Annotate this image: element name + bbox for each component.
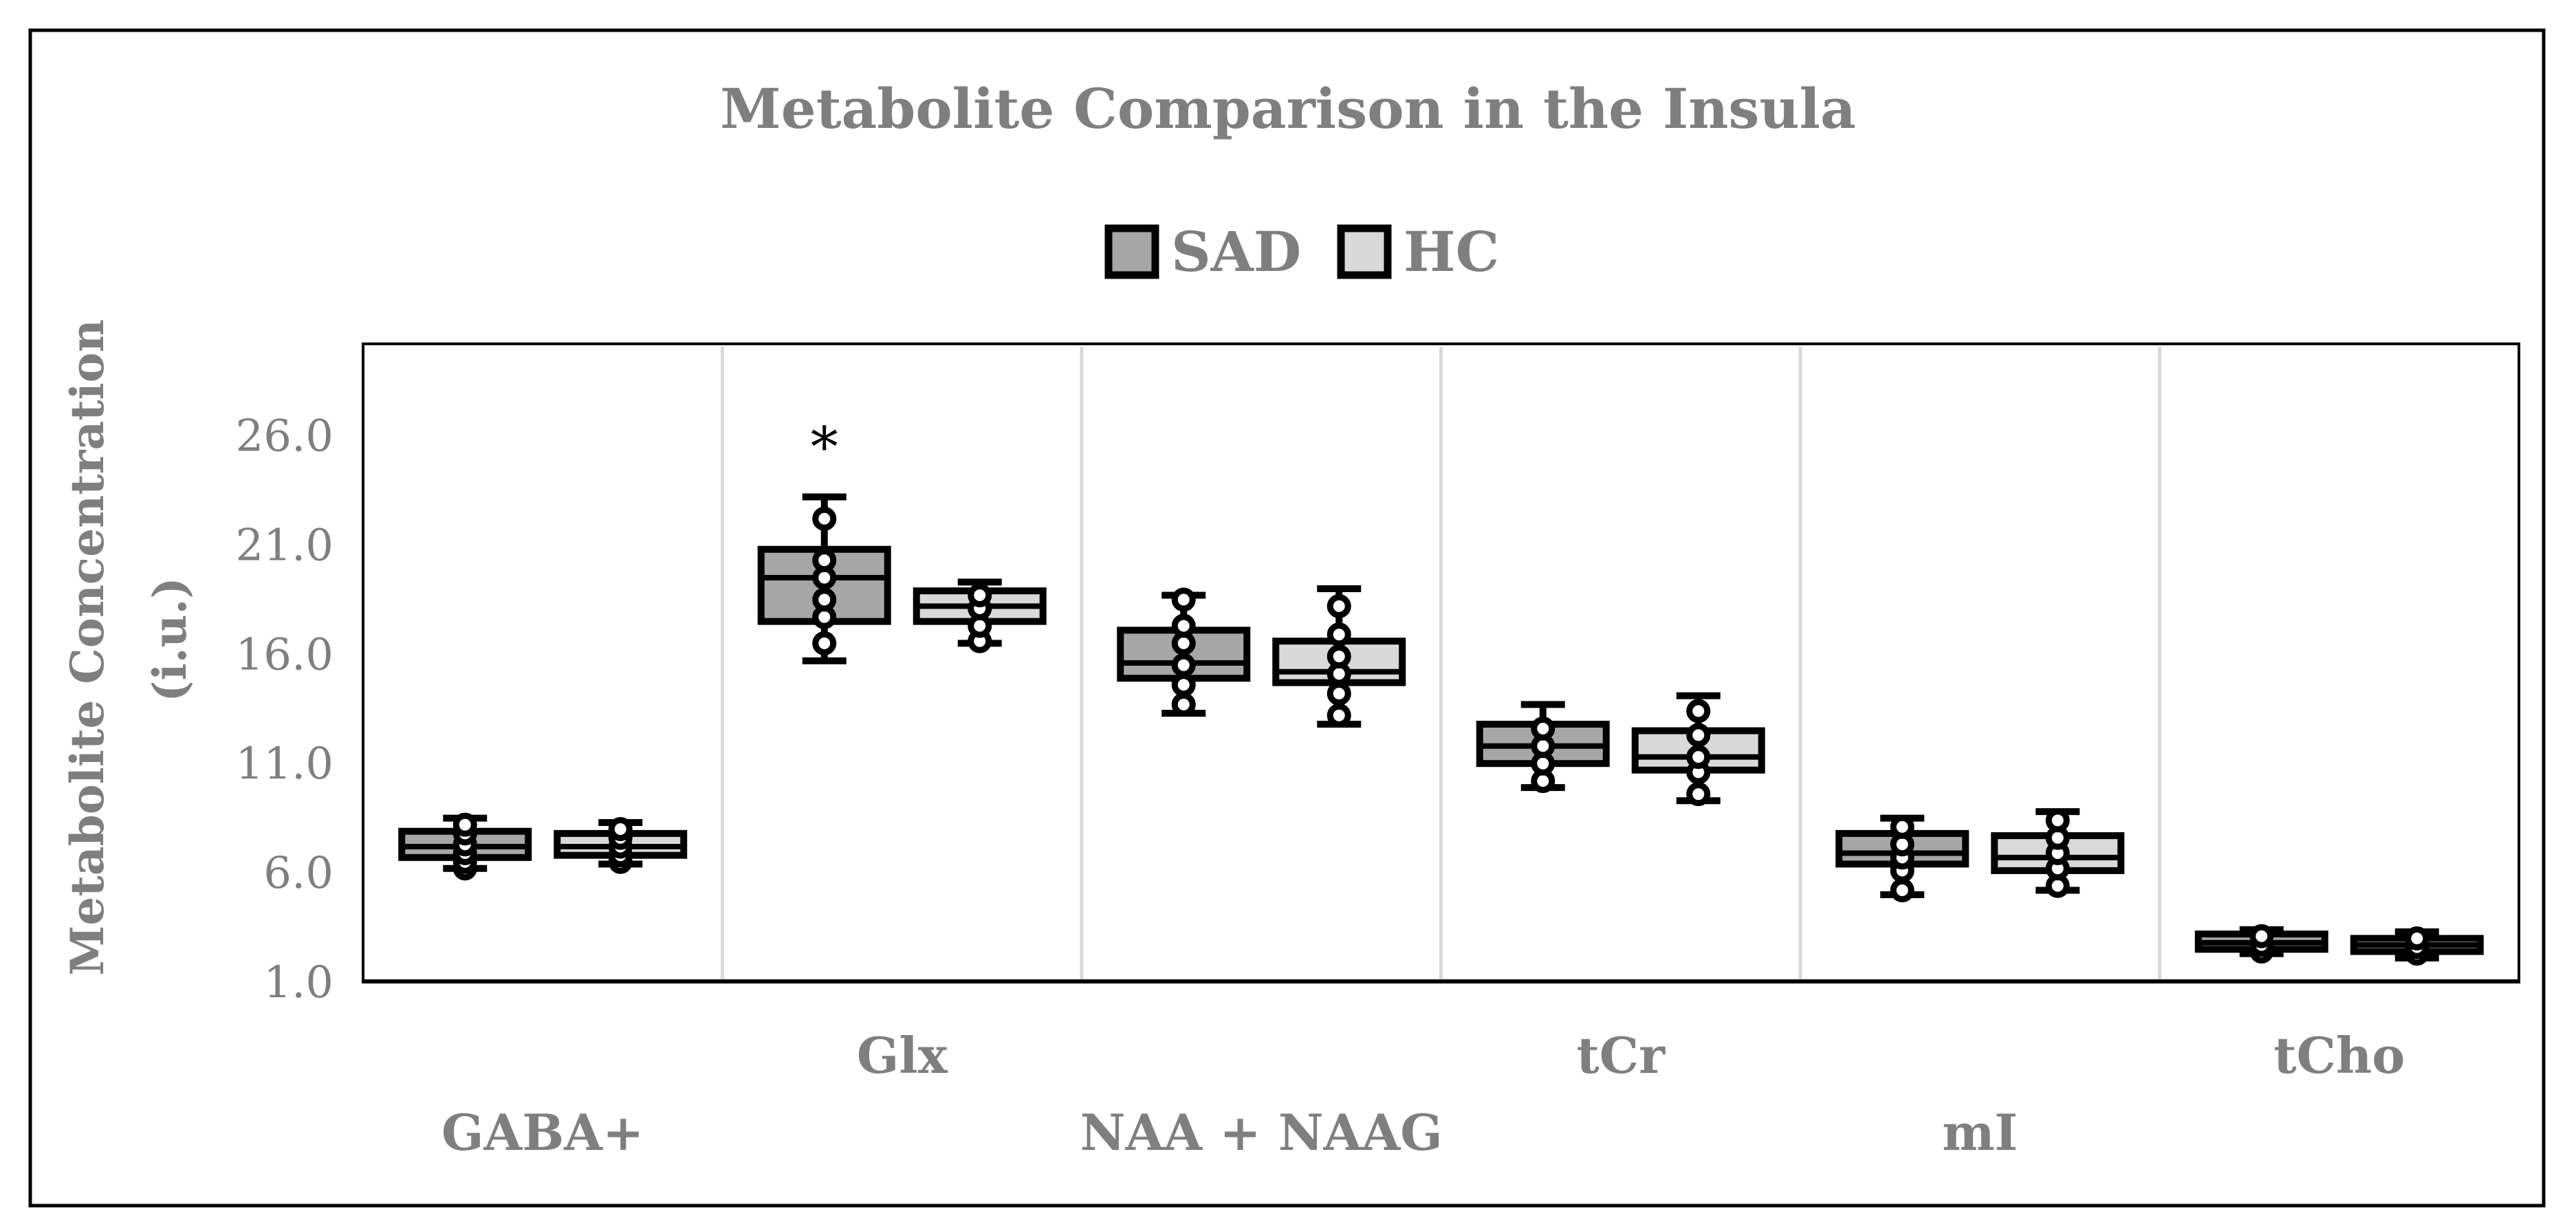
data-point-hc <box>1327 703 1351 728</box>
data-point-sad <box>812 548 837 573</box>
y-tick-label: 1.0 <box>263 957 334 1008</box>
data-point-hc <box>1327 644 1351 668</box>
data-point-sad <box>1171 613 1196 638</box>
data-point-hc <box>1686 782 1711 807</box>
y-axis-label-line2: (i.u.) <box>143 577 197 701</box>
category-label-gaba: GABA+ <box>441 1103 644 1162</box>
plot-area: * <box>362 342 2520 983</box>
data-point-hc <box>1327 594 1351 618</box>
data-point-sad <box>812 631 837 655</box>
data-point-sad <box>2249 924 2274 948</box>
data-point-sad <box>812 506 837 531</box>
data-point-sad <box>1890 814 1914 839</box>
data-point-sad <box>1171 587 1196 612</box>
data-point-hc <box>1686 745 1711 770</box>
data-point-sad <box>1890 878 1914 903</box>
chart-title: Metabolite Comparison in the Insula <box>720 76 1856 141</box>
y-tick-label: 16.0 <box>236 629 334 680</box>
legend-swatch-sad <box>1104 224 1159 279</box>
category-label-tcho: tCho <box>2273 1026 2405 1085</box>
y-tick-label: 21.0 <box>236 520 334 571</box>
y-axis-label: Metabolite Concentration (i.u.) <box>61 303 197 975</box>
category-label-naa-naag: NAA + NAAG <box>1080 1103 1443 1162</box>
data-point-hc <box>1686 723 1711 748</box>
data-point-sad <box>1531 716 1556 741</box>
y-axis-ticks: 1.0 6.0 11.0 16.0 21.0 26.0 <box>236 411 334 1008</box>
y-tick-label: 6.0 <box>263 848 334 899</box>
data-point-hc <box>968 583 992 607</box>
data-point-hc <box>1327 681 1351 706</box>
legend-label-hc: HC <box>1404 219 1499 284</box>
data-point-hc <box>2045 808 2070 833</box>
legend: SAD HC <box>1104 219 1499 284</box>
y-tick-label: 11.0 <box>236 739 334 790</box>
data-point-sad <box>812 587 837 612</box>
data-point-hc <box>1686 699 1711 724</box>
data-point-sad <box>452 812 477 837</box>
data-point-hc <box>608 817 633 842</box>
significance-star: * <box>811 415 838 479</box>
category-labels: GABA+ Glx NAA + NAAG tCr mI tCho <box>441 1026 2405 1162</box>
category-label-glx: Glx <box>857 1026 948 1085</box>
data-point-sad <box>1171 653 1196 677</box>
data-point-hc <box>1327 622 1351 647</box>
legend-swatch-hc <box>1337 224 1392 279</box>
data-point-hc <box>2405 926 2430 950</box>
data-point-sad <box>1171 692 1196 717</box>
y-tick-label: 26.0 <box>236 411 334 461</box>
y-axis-label-line1: Metabolite Concentration <box>61 319 114 975</box>
category-label-tcr: tCr <box>1577 1026 1666 1085</box>
data-point-sad <box>1171 673 1196 697</box>
category-label-mi: mI <box>1942 1103 2018 1162</box>
legend-label-sad: SAD <box>1171 219 1301 284</box>
